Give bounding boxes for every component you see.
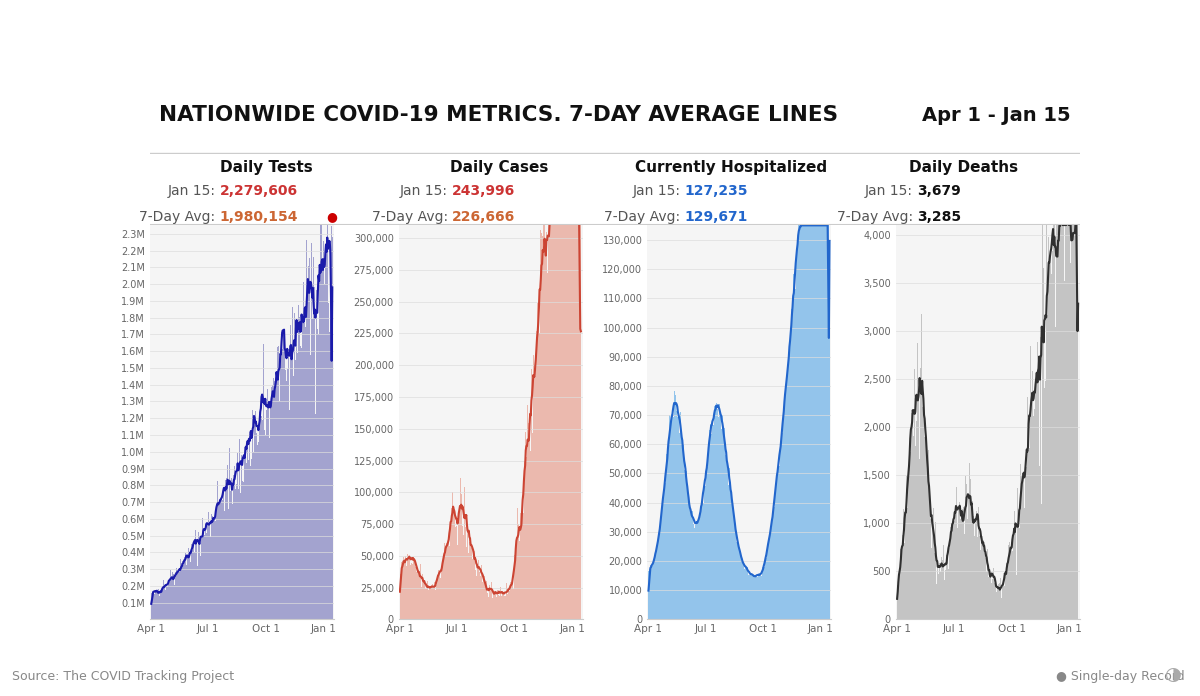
Text: Currently Hospitalized: Currently Hospitalized [635,160,827,175]
Text: Jan 15:: Jan 15: [400,184,452,198]
Text: 127,235: 127,235 [685,184,749,198]
Text: Daily Cases: Daily Cases [450,160,548,175]
Text: 243,996: 243,996 [452,184,516,198]
Text: Jan 15:: Jan 15: [632,184,685,198]
Text: 129,671: 129,671 [685,209,748,224]
Text: 7-Day Avg:: 7-Day Avg: [372,209,452,224]
Text: 3,679: 3,679 [917,184,961,198]
Text: Source: The COVID Tracking Project: Source: The COVID Tracking Project [12,670,234,683]
Text: ● Single-day Record: ● Single-day Record [1056,670,1184,683]
Text: 3,285: 3,285 [917,209,961,224]
Text: 226,666: 226,666 [452,209,516,224]
Text: Jan 15:: Jan 15: [865,184,917,198]
Text: 7-Day Avg:: 7-Day Avg: [605,209,685,224]
Text: 2,279,606: 2,279,606 [220,184,298,198]
Text: ◑: ◑ [1165,665,1182,683]
Text: Apr 1 - Jan 15: Apr 1 - Jan 15 [922,106,1070,125]
Text: Jan 15:: Jan 15: [167,184,220,198]
Text: Daily Deaths: Daily Deaths [910,160,1019,175]
Text: NATIONWIDE COVID-19 METRICS. 7-DAY AVERAGE LINES: NATIONWIDE COVID-19 METRICS. 7-DAY AVERA… [160,105,839,125]
Text: ●: ● [326,209,337,223]
Text: 7-Day Avg:: 7-Day Avg: [836,209,917,224]
Text: Daily Tests: Daily Tests [220,160,313,175]
Text: 1,980,154: 1,980,154 [220,209,299,224]
Text: 7-Day Avg:: 7-Day Avg: [139,209,220,224]
